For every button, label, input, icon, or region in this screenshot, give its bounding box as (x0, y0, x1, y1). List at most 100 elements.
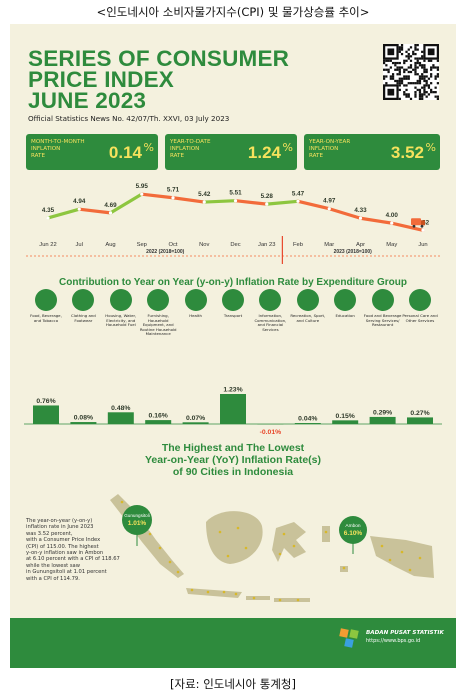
footer-band (10, 618, 456, 668)
city-dot (278, 552, 282, 556)
line-value-label: 4.97 (323, 198, 336, 205)
bar-value-label: 0.16% (149, 413, 168, 420)
x-tick-label: Dec (230, 242, 240, 248)
expenditure-group: Food and Beverage Serving Services/ Rest… (364, 289, 402, 328)
expenditure-group-label: Education (335, 313, 355, 318)
city-dot (206, 590, 210, 594)
expenditure-group-icon (334, 289, 357, 311)
contribution-bar-chart: 0.76% 0.08% 0.48% 0.16% 0.07% 1.23% -0.01% 0.04… (24, 387, 442, 436)
line-point (296, 199, 300, 203)
bar (33, 405, 59, 424)
indicator-label-line: INFLATION (31, 146, 61, 153)
city-dot (218, 530, 222, 534)
title-line: SERIES OF CONSUMER (28, 46, 290, 71)
bar (70, 422, 97, 424)
note-line: inflation rate in June 2023 (26, 524, 94, 531)
city-dot (234, 592, 238, 596)
map-title-line: The Highest and The Lowest (161, 442, 305, 454)
expenditure-group-icon (72, 289, 95, 311)
line-segment (265, 199, 300, 206)
note-line: was 3.52 percent, (26, 530, 73, 537)
note-line: at 6.10 percent with a CPI of 118.67 (26, 556, 120, 563)
indicator-unit: % (282, 141, 293, 154)
line-segment (108, 192, 144, 215)
bar-value-label: -0.01% (260, 429, 282, 436)
indicator-value: 1.24 (247, 143, 281, 162)
x-tick-label: Nov (199, 242, 209, 248)
city-dot (236, 526, 240, 530)
city-dot (342, 566, 346, 570)
expenditure-group-icon (296, 289, 319, 311)
line-value-label: 4.33 (354, 207, 367, 214)
truck-icon (411, 218, 425, 228)
expenditure-group-icon (35, 289, 57, 311)
line-segment (140, 192, 175, 200)
city-dot (278, 598, 282, 602)
city-dot (176, 570, 180, 574)
line-value-label: 5.42 (198, 191, 211, 198)
line-value-label: 5.28 (261, 193, 274, 200)
x-tick-label: Jul (76, 242, 83, 248)
x-tick-label: Aug (105, 242, 115, 248)
line-segment (202, 199, 238, 204)
bar (182, 422, 209, 424)
subtitle: Official Statistics News No. 42/07/Th. X… (28, 114, 230, 123)
expenditure-group-icon (409, 289, 431, 311)
city-dot (388, 558, 392, 562)
line-point (202, 200, 206, 204)
line-segment (77, 207, 113, 215)
line-segment (390, 221, 425, 232)
x-tick-label: Jan 23 (258, 242, 275, 248)
line-segment (327, 207, 363, 220)
highest-city: Ambon (345, 523, 361, 529)
expenditure-group: Housing, Water, Electricity, and Househo… (102, 289, 140, 328)
x-tick-label: Feb (293, 242, 303, 248)
x-tick-label: Apr (356, 242, 365, 248)
line-segment (233, 199, 269, 206)
bar-value-label: 0.76% (36, 398, 55, 405)
line-point (233, 199, 238, 203)
lowest-value: 1.01% (128, 520, 147, 527)
note-line: with a Consumer Price Index (26, 537, 101, 544)
bps-org-name: BADAN PUSAT STATISTIK (366, 630, 444, 636)
bar-value-label: 1.23% (223, 387, 242, 394)
caption-top: <인도네시아 소비자물가지수(CPI) 및 물가상승률 추이> (96, 5, 370, 19)
line-segment (171, 196, 206, 204)
expenditure-group: Information, Communication, and Financia… (251, 289, 289, 332)
highest-value: 6.10% (344, 530, 363, 537)
city-dot (296, 598, 300, 602)
expenditure-group: Education (326, 289, 364, 319)
bar (145, 420, 172, 424)
expenditure-group: Furnishing, Household Equipment, and Rou… (139, 289, 177, 337)
contribution-title: Contribution to Year on Year (y-on-y) In… (59, 277, 407, 288)
bar (107, 412, 134, 424)
line-value-label: 5.47 (292, 190, 305, 197)
bar (369, 416, 396, 424)
expenditure-group-icon (184, 289, 207, 311)
expenditure-group-label: Clothing and Footwear (71, 313, 96, 323)
city-dot (244, 546, 248, 550)
bps-logo-icon[interactable] (338, 627, 362, 649)
expenditure-group: Transport (214, 289, 252, 319)
bar-value-label: 0.15% (336, 413, 355, 420)
base-label: 2023 (2018=100) (334, 249, 373, 255)
title-line: JUNE 2023 (28, 88, 147, 113)
indicator-label-line: RATE (170, 153, 185, 160)
expenditure-group-label: Food and Beverage Serving Services/ Rest… (363, 313, 402, 328)
lowest-bubble (122, 505, 152, 535)
indicator-label-line: INFLATION (170, 146, 200, 153)
qr-code-icon[interactable] (383, 44, 439, 100)
line-segment (46, 207, 81, 220)
note-line: The year-on-year (y-on-y) (26, 518, 93, 524)
note-line: (CPI) of 115.00. The highest (26, 543, 99, 550)
indicator-value: 0.14 (108, 143, 142, 162)
expenditure-group: Health (177, 289, 215, 319)
note-line: in Gunungsitoli at 1.01 percent (26, 569, 107, 576)
bps-url-link[interactable]: https://www.bps.go.id (366, 638, 421, 644)
indicator-label-line: YEAR-ON-YEAR (309, 139, 351, 145)
x-tick-label: Mar (324, 242, 334, 248)
city-dot (282, 532, 286, 536)
city-dot (148, 532, 152, 536)
map-title: The Highest and The Lowest Year-on-Year … (10, 442, 456, 478)
line-point (421, 228, 425, 232)
